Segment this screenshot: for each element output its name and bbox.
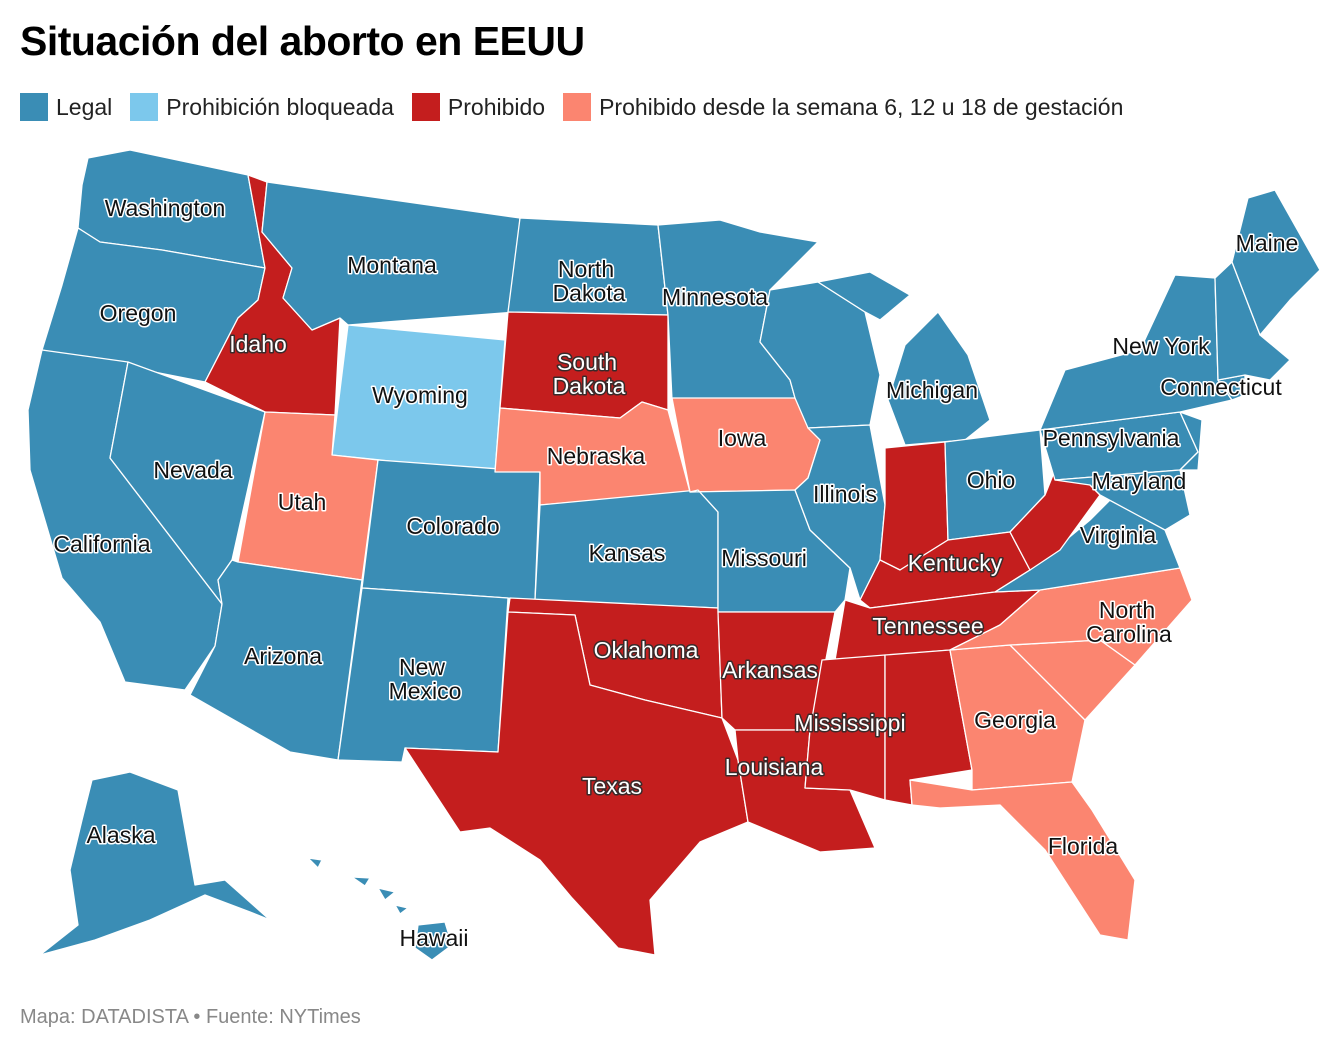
state-labels: Washington Oregon California Idaho Nevad… bbox=[52, 194, 1300, 953]
label-ohio: Ohio bbox=[967, 467, 1016, 493]
label-new-mexico-1: New bbox=[399, 654, 445, 680]
legend-swatch-banned bbox=[411, 93, 440, 121]
label-georgia: Georgia bbox=[974, 707, 1056, 733]
source-note: Mapa: DATADISTA • Fuente: NYTimes bbox=[20, 1006, 361, 1028]
label-montana: Montana bbox=[347, 252, 437, 278]
label-south-dakota-2: Dakota bbox=[553, 373, 626, 399]
label-washington: Washington bbox=[105, 195, 226, 221]
label-maryland: Maryland bbox=[1092, 468, 1187, 494]
state-shapes bbox=[27, 149, 1321, 961]
label-oregon: Oregon bbox=[100, 300, 177, 326]
state-texas[interactable] bbox=[404, 611, 749, 956]
label-idaho: Idaho bbox=[229, 331, 287, 357]
state-illinois[interactable] bbox=[794, 424, 886, 601]
label-north-dakota-1: North bbox=[558, 256, 614, 282]
label-virginia: Virginia bbox=[1080, 522, 1156, 548]
label-florida: Florida bbox=[1048, 833, 1119, 859]
legend-swatch-weeks bbox=[563, 93, 592, 121]
label-arkansas: Arkansas bbox=[722, 657, 818, 683]
label-kansas: Kansas bbox=[589, 540, 666, 566]
label-louisiana: Louisiana bbox=[725, 754, 824, 780]
legend: Legal Prohibición bloqueada Prohibido Pr… bbox=[20, 93, 1141, 121]
label-hawaii: Hawaii bbox=[399, 925, 468, 951]
us-map: Washington Oregon California Idaho Nevad… bbox=[27, 149, 1321, 961]
legend-label-banned: Prohibido bbox=[447, 93, 546, 120]
state-florida[interactable] bbox=[909, 779, 1136, 941]
state-alaska[interactable] bbox=[39, 771, 271, 956]
label-missouri: Missouri bbox=[721, 545, 807, 571]
label-nevada: Nevada bbox=[153, 457, 232, 483]
label-oklahoma: Oklahoma bbox=[594, 637, 699, 663]
label-mississippi: Mississippi bbox=[794, 710, 905, 736]
label-north-dakota-2: Dakota bbox=[553, 280, 626, 306]
label-illinois: Illinois bbox=[813, 481, 877, 507]
label-colorado: Colorado bbox=[406, 513, 499, 539]
legend-item-blocked: Prohibición bloqueada bbox=[130, 93, 394, 121]
legend-swatch-blocked bbox=[130, 93, 159, 121]
label-wyoming: Wyoming bbox=[372, 382, 468, 408]
legend-swatch-legal bbox=[20, 93, 48, 121]
label-south-dakota-1: South bbox=[557, 349, 617, 375]
label-utah: Utah bbox=[278, 489, 327, 515]
legend-label-blocked: Prohibición bloqueada bbox=[166, 93, 394, 120]
legend-item-banned: Prohibido bbox=[411, 93, 546, 121]
state-michigan-upper[interactable] bbox=[817, 271, 911, 321]
state-michigan[interactable] bbox=[887, 311, 991, 446]
label-iowa: Iowa bbox=[718, 425, 767, 451]
map-title: Situación del aborto en EEUU bbox=[20, 18, 585, 64]
label-new-york: New York bbox=[1112, 333, 1210, 359]
state-new-jersey[interactable] bbox=[1179, 411, 1203, 471]
label-michigan: Michigan bbox=[886, 377, 978, 403]
label-north-carolina-1: North bbox=[1099, 597, 1155, 623]
label-texas: Texas bbox=[582, 773, 642, 799]
legend-item-legal: Legal bbox=[20, 93, 112, 121]
state-maine[interactable] bbox=[1231, 189, 1321, 336]
label-new-mexico-2: Mexico bbox=[389, 678, 462, 704]
legend-item-weeks: Prohibido desde la semana 6, 12 u 18 de … bbox=[563, 93, 1123, 121]
label-alaska: Alaska bbox=[86, 822, 155, 848]
state-hawaii[interactable] bbox=[414, 921, 453, 961]
state-hawaii-islands[interactable] bbox=[307, 857, 409, 915]
label-minnesota: Minnesota bbox=[662, 284, 768, 310]
label-maine: Maine bbox=[1236, 230, 1299, 256]
label-kentucky: Kentucky bbox=[908, 550, 1003, 576]
label-pennsylvania: Pennsylvania bbox=[1043, 425, 1180, 451]
label-arizona: Arizona bbox=[244, 643, 322, 669]
label-tennessee: Tennessee bbox=[872, 613, 983, 639]
label-california: California bbox=[53, 531, 150, 557]
legend-label-legal: Legal bbox=[56, 93, 113, 120]
legend-label-weeks: Prohibido desde la semana 6, 12 u 18 de … bbox=[599, 93, 1124, 120]
label-north-carolina-2: Carolina bbox=[1086, 621, 1172, 647]
label-connecticut: Connecticut bbox=[1160, 374, 1282, 400]
label-nebraska: Nebraska bbox=[547, 443, 646, 469]
